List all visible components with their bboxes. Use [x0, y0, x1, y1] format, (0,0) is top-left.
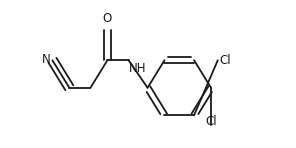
Text: Cl: Cl	[205, 115, 217, 128]
Text: NH: NH	[129, 62, 147, 75]
Text: Cl: Cl	[219, 54, 231, 67]
Text: N: N	[42, 53, 51, 66]
Text: O: O	[103, 12, 112, 25]
